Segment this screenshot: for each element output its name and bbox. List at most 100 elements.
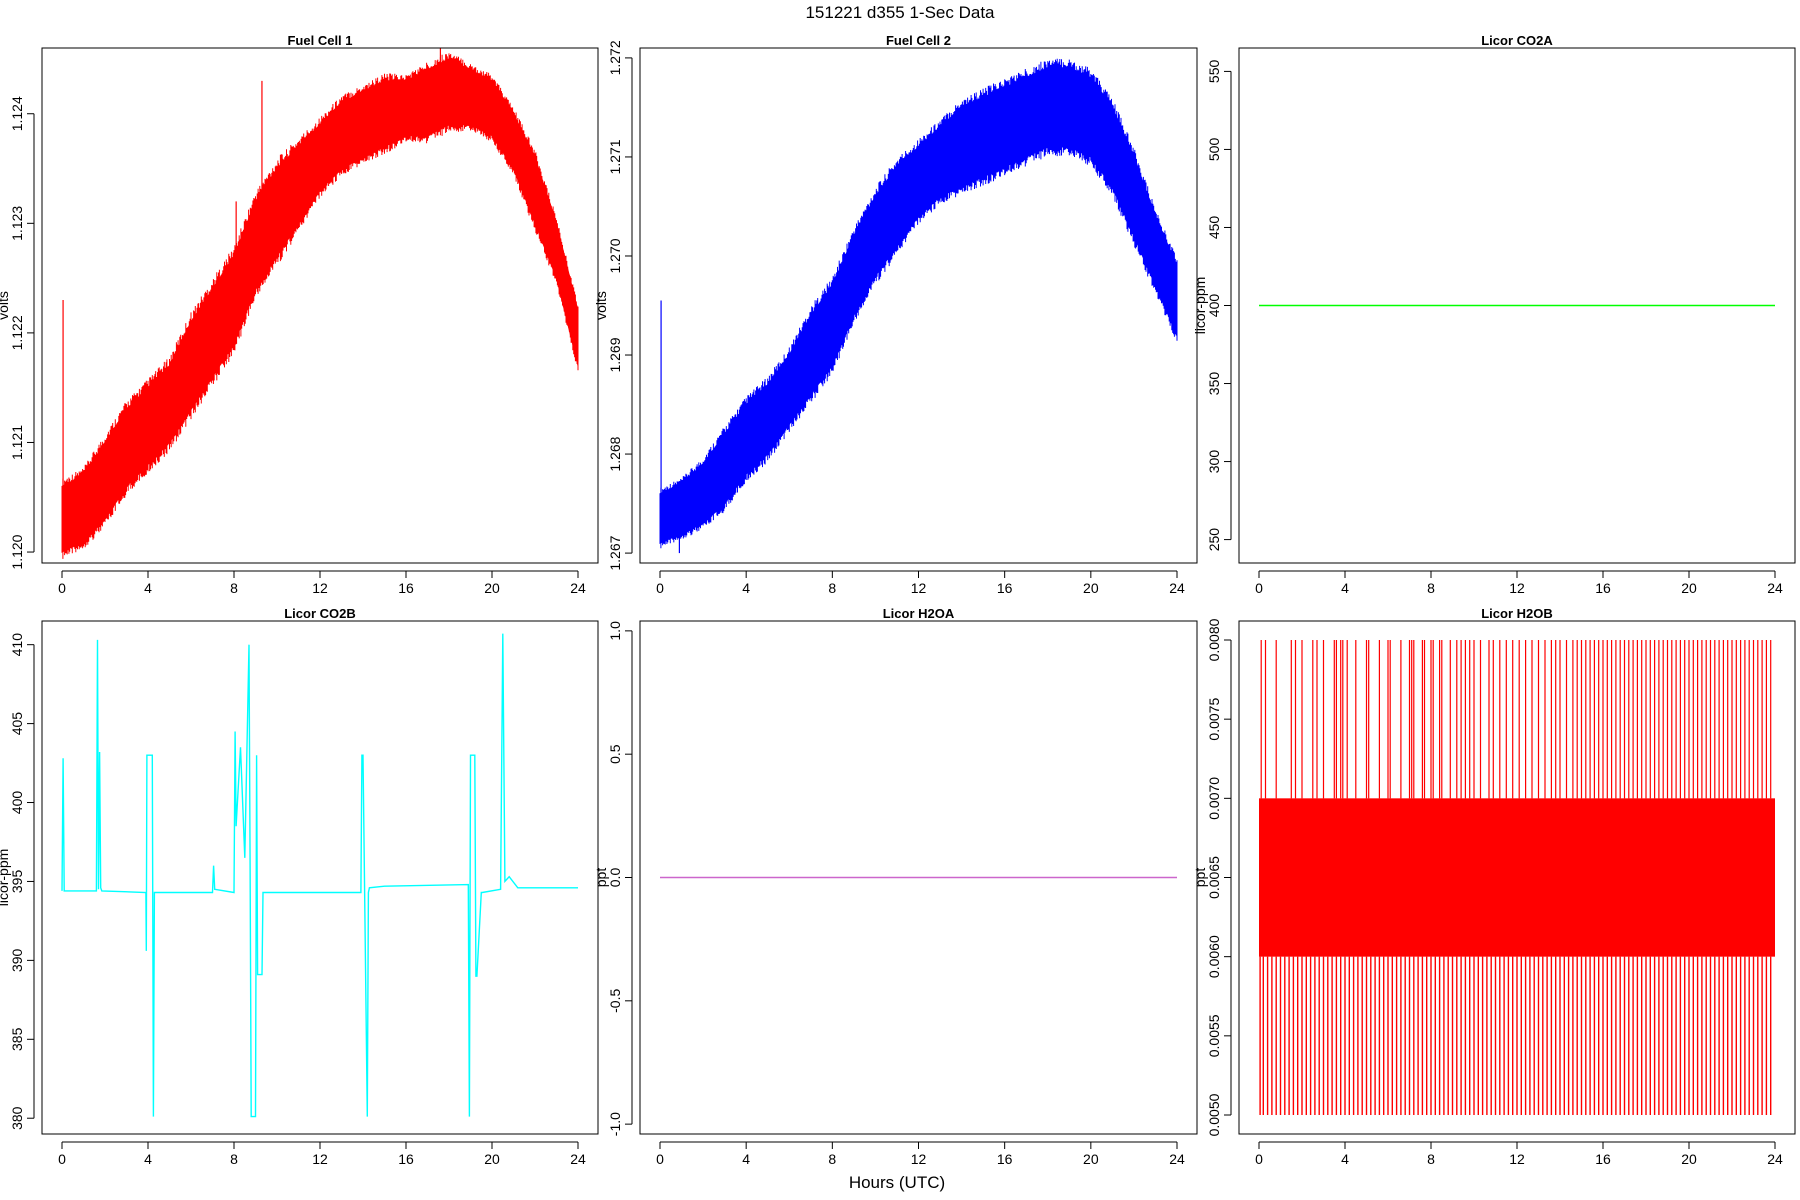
y-axis-label: volts <box>593 291 609 320</box>
x-tick-label: 8 <box>828 1151 836 1167</box>
x-tick-label: 16 <box>398 580 414 596</box>
y-axis-label: ppt <box>1192 868 1208 888</box>
panel-licor-h2oa: Licor H2OA 0 4 8 12 16 20 24 -1.0 -0.5 0.0 0.5 1.0 pp… <box>593 606 1198 1167</box>
y-tick-label: 400 <box>9 791 25 815</box>
x-tick-label: 24 <box>1767 1151 1783 1167</box>
x-tick-label: 12 <box>312 1151 328 1167</box>
y-tick-label: 1.124 <box>9 96 25 131</box>
x-tick-label: 20 <box>1681 1151 1697 1167</box>
x-tick-label: 16 <box>997 580 1013 596</box>
x-tick-label: 12 <box>1509 580 1525 596</box>
series-high-spikes <box>1260 640 1772 799</box>
plot-frame <box>639 47 1198 564</box>
x-tick-label: 0 <box>1255 1151 1263 1167</box>
y-axis-label: licor-ppm <box>0 849 11 907</box>
panel-fuel-cell-1: Fuel Cell 1 0 4 8 12 16 20 24 1.120 1.121 1.122 1.1… <box>0 33 599 596</box>
y-tick-label: 1.267 <box>607 535 623 570</box>
shared-x-axis-label: Hours (UTC) <box>849 1173 945 1192</box>
panel-fuel-cell-2: Fuel Cell 2 0 4 8 12 16 20 24 1.267 1.268 1.269 1.2… <box>593 33 1198 596</box>
panel-title: Licor H2OA <box>883 606 955 621</box>
x-tick-label: 20 <box>1681 580 1697 596</box>
y-tick-label: 0.0055 <box>1206 1014 1222 1057</box>
x-tick-label: 16 <box>398 1151 414 1167</box>
y-tick-label: 0.0065 <box>1206 856 1222 899</box>
y-tick-label: 500 <box>1206 138 1222 162</box>
panel-title: Licor H2OB <box>1481 606 1553 621</box>
y-tick-label: 0.0050 <box>1206 1093 1222 1136</box>
x-tick-label: 8 <box>230 1151 238 1167</box>
series-low-spikes <box>1259 956 1772 1115</box>
y-tick-label: 550 <box>1206 60 1222 84</box>
y-tick-label: 405 <box>9 712 25 736</box>
y-axis-label: volts <box>0 291 11 320</box>
x-tick-label: 12 <box>911 580 927 596</box>
x-tick-label: 12 <box>1509 1151 1525 1167</box>
x-tick-label: 8 <box>1427 580 1435 596</box>
x-tick-label: 16 <box>1595 580 1611 596</box>
series-band <box>1259 798 1775 957</box>
y-tick-label: 1.0 <box>607 621 623 641</box>
y-tick-label: 450 <box>1206 216 1222 240</box>
x-tick-label: 4 <box>1341 1151 1349 1167</box>
x-tick-label: 4 <box>1341 580 1349 596</box>
x-tick-label: 4 <box>742 580 750 596</box>
y-tick-label: 400 <box>1206 294 1222 318</box>
y-tick-label: 395 <box>9 870 25 894</box>
y-tick-label: 0.5 <box>607 744 623 764</box>
y-tick-label: 350 <box>1206 372 1222 396</box>
plot-frame <box>41 620 599 1135</box>
x-tick-label: 20 <box>1083 1151 1099 1167</box>
x-tick-label: 8 <box>1427 1151 1435 1167</box>
x-tick-label: 20 <box>484 1151 500 1167</box>
panel-title: Licor CO2B <box>284 606 356 621</box>
plot-frame <box>1238 47 1796 564</box>
y-tick-label: 1.120 <box>9 534 25 569</box>
y-axis-label: licor-ppm <box>1192 277 1208 335</box>
x-tick-label: 8 <box>230 580 238 596</box>
figure-title: 151221 d355 1-Sec Data <box>805 3 995 22</box>
y-tick-label: 250 <box>1206 528 1222 552</box>
y-tick-label: 1.121 <box>9 425 25 460</box>
plot-frame <box>41 47 599 564</box>
x-tick-label: 4 <box>742 1151 750 1167</box>
x-tick-label: 24 <box>570 580 586 596</box>
y-tick-label: 380 <box>9 1106 25 1130</box>
x-tick-label: 12 <box>911 1151 927 1167</box>
plot-area <box>1259 640 1775 1115</box>
x-tick-label: 4 <box>144 1151 152 1167</box>
x-tick-label: 24 <box>1169 580 1185 596</box>
y-tick-label: 0.0060 <box>1206 935 1222 978</box>
y-tick-label: 0.0080 <box>1206 618 1222 661</box>
x-tick-label: 0 <box>58 580 66 596</box>
series-noise <box>61 53 579 559</box>
x-tick-label: 0 <box>656 580 664 596</box>
x-tick-label: 0 <box>656 1151 664 1167</box>
x-tick-label: 24 <box>1767 580 1783 596</box>
panel-licor-h2ob: Licor H2OB 0 4 8 12 16 20 24 0.0050 0.0055 0.0060 0… <box>1192 606 1796 1167</box>
series-line <box>61 633 578 1118</box>
y-tick-label: 1.270 <box>607 238 623 273</box>
y-tick-label: 1.272 <box>607 40 623 75</box>
plot-frame <box>639 620 1198 1135</box>
panel-title: Licor CO2A <box>1481 33 1553 48</box>
panel-licor-co2a: Licor CO2A 0 4 8 12 16 20 24 250 300 350 400 450 500 5… <box>1192 33 1796 596</box>
plot-area <box>659 58 1178 554</box>
x-tick-label: 12 <box>312 580 328 596</box>
x-tick-label: 4 <box>144 580 152 596</box>
y-tick-label: -1.0 <box>607 1112 623 1136</box>
plot-frame <box>1238 620 1796 1135</box>
y-tick-label: 390 <box>9 948 25 972</box>
x-tick-label: 20 <box>484 580 500 596</box>
y-tick-label: 1.268 <box>607 436 623 471</box>
y-tick-label: 1.271 <box>607 139 623 174</box>
panel-grid: Fuel Cell 1 0 4 8 12 16 20 24 1.120 1.121 1.122 1.1… <box>0 33 1796 1167</box>
y-tick-label: 0.0070 <box>1206 777 1222 820</box>
x-tick-label: 0 <box>1255 580 1263 596</box>
x-tick-label: 20 <box>1083 580 1099 596</box>
y-tick-label: -0.5 <box>607 989 623 1013</box>
y-tick-label: 385 <box>9 1027 25 1051</box>
panel-title: Fuel Cell 1 <box>287 33 352 48</box>
plot-area <box>61 48 579 559</box>
panel-title: Fuel Cell 2 <box>886 33 951 48</box>
